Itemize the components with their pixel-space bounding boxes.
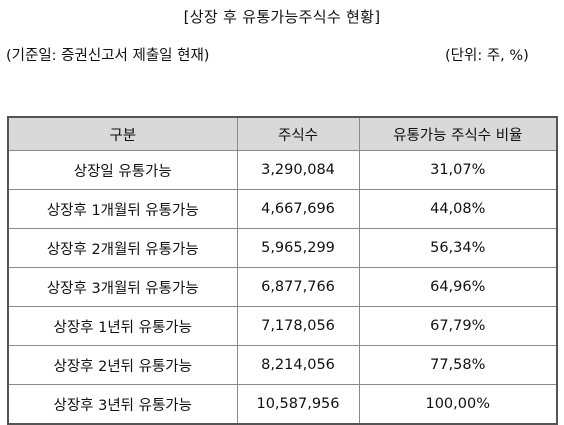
header-shares: 주식수 <box>236 116 360 151</box>
row-ratio: 31,07% <box>358 150 558 190</box>
row-category: 상장후 3년뒤 유통가능 <box>7 384 238 425</box>
row-ratio: 100,00% <box>358 384 558 425</box>
row-ratio: 67,79% <box>358 306 558 346</box>
row-category: 상장일 유통가능 <box>7 150 238 190</box>
row-shares: 8,214,056 <box>236 345 360 385</box>
header-ratio: 유통가능 주식수 비율 <box>358 116 558 151</box>
row-category: 상장후 1년뒤 유통가능 <box>7 306 238 346</box>
row-shares: 10,587,956 <box>236 384 360 425</box>
row-category: 상장후 2개월뒤 유통가능 <box>7 228 238 268</box>
table-row: 상장후 3년뒤 유통가능 10,587,956 100,00% <box>7 384 558 425</box>
row-shares: 7,178,056 <box>236 306 360 346</box>
row-category: 상장후 2년뒤 유통가능 <box>7 345 238 385</box>
row-category: 상장후 3개월뒤 유통가능 <box>7 267 238 307</box>
row-shares: 6,877,766 <box>236 267 360 307</box>
row-shares: 4,667,696 <box>236 189 360 229</box>
unit-note: (단위: 주, %) <box>445 48 529 64</box>
page-title: [상장 후 유통가능주식수 현황] <box>183 8 381 26</box>
table-row: 상장후 1년뒤 유통가능 7,178,056 67,79% <box>7 306 558 346</box>
table-header-row: 구분 주식수 유통가능 주식수 비율 <box>7 116 558 151</box>
row-category: 상장후 1개월뒤 유통가능 <box>7 189 238 229</box>
base-date-note: (기준일: 증권신고서 제출일 현재) <box>6 48 210 64</box>
table-row: 상장일 유통가능 3,290,084 31,07% <box>7 150 558 190</box>
row-ratio: 64,96% <box>358 267 558 307</box>
table-row: 상장후 2개월뒤 유통가능 5,965,299 56,34% <box>7 228 558 268</box>
table-row: 상장후 1개월뒤 유통가능 4,667,696 44,08% <box>7 189 558 229</box>
row-ratio: 77,58% <box>358 345 558 385</box>
table-row: 상장후 2년뒤 유통가능 8,214,056 77,58% <box>7 345 558 385</box>
header-category: 구분 <box>7 116 238 151</box>
row-shares: 5,965,299 <box>236 228 360 268</box>
row-ratio: 44,08% <box>358 189 558 229</box>
row-shares: 3,290,084 <box>236 150 360 190</box>
tradable-shares-table: 구분 주식수 유통가능 주식수 비율 상장일 유통가능 3,290,084 31… <box>7 116 558 425</box>
row-ratio: 56,34% <box>358 228 558 268</box>
table-row: 상장후 3개월뒤 유통가능 6,877,766 64,96% <box>7 267 558 307</box>
